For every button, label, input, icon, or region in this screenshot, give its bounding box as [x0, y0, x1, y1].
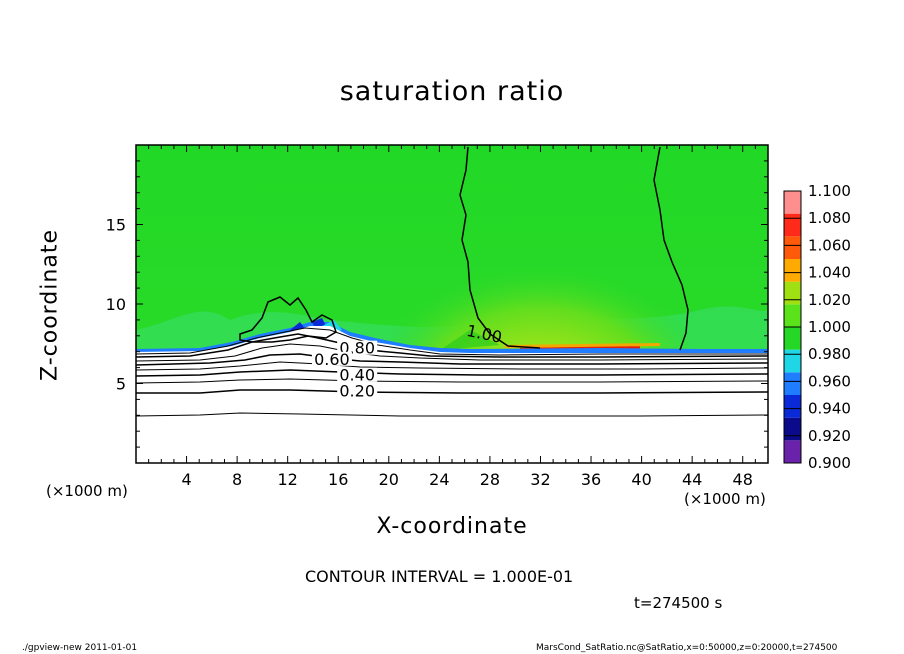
- chart-title: saturation ratio: [339, 76, 565, 107]
- x-unit-label-left: (×1000 m): [46, 482, 128, 500]
- footer-right: MarsCond_SatRatio.nc@SatRatio,x=0:50000,…: [536, 643, 838, 653]
- colorbar-cell: [784, 372, 801, 395]
- y-tick-label: 10: [106, 295, 126, 314]
- colorbar-cell: [784, 349, 801, 373]
- x-tick-label: 32: [530, 470, 550, 489]
- y-tick-label: 15: [106, 216, 126, 235]
- contour-line-0.70: [135, 343, 769, 362]
- contour-label-bg: [337, 367, 378, 382]
- colorbar-cell: [784, 304, 801, 327]
- colorbar-cell: [784, 440, 801, 463]
- green-wedge: [440, 330, 500, 350]
- colorbar-label: 1.000: [808, 318, 851, 336]
- colorbar-label: 1.060: [808, 236, 851, 254]
- contour-line-1.00-left: [459, 146, 541, 349]
- colorbar-label: 0.980: [808, 345, 851, 363]
- colorbar-label: 0.900: [808, 454, 851, 472]
- colorbar-label: 1.080: [808, 209, 851, 227]
- y-axis: 5 10 15: [106, 160, 768, 448]
- x-tick-label: 24: [429, 470, 449, 489]
- time-label: t=274500 s: [634, 594, 723, 612]
- colorbar: 0.900 0.920 0.940 0.960 0.980 1.000 1.020 1.040…: [783, 182, 851, 472]
- x-tick-label: 16: [328, 470, 348, 489]
- contour-line-0.30: [135, 378, 769, 384]
- colorbar-cell: [784, 417, 801, 441]
- colorbar-label: 0.940: [808, 400, 851, 418]
- x-axis-label: X-coordinate: [376, 514, 528, 539]
- contour-line-0.10: [135, 412, 769, 417]
- contour-line-0.20: [136, 389, 769, 394]
- contour-line-0.80: [135, 333, 769, 358]
- contour-label-bg: [311, 351, 352, 366]
- x-tick-label: 4: [181, 470, 191, 489]
- colorbar-cell: [784, 281, 801, 305]
- x-tick-label: 12: [278, 470, 298, 489]
- x-tick-label: 28: [480, 470, 500, 489]
- colorbar-label: 0.920: [808, 427, 851, 445]
- y-tick-label: 5: [116, 375, 126, 394]
- contour-label: 0.60: [314, 350, 350, 369]
- colorbar-cell: [784, 395, 801, 418]
- contour-label-bg: [337, 340, 378, 355]
- x-unit-label-right: (×1000 m): [684, 490, 766, 508]
- contour-interval-label: CONTOUR INTERVAL = 1.000E-01: [305, 567, 574, 586]
- footer-left: ./gpview-new 2011-01-01: [22, 643, 138, 653]
- contour-label-bg: [337, 383, 378, 398]
- contour-label: 0.40: [339, 366, 375, 385]
- contour-line-0.90: [135, 327, 768, 356]
- contour-labels: 1.000.800.600.400.20: [311, 321, 504, 401]
- x-tick-label: 20: [379, 470, 399, 489]
- colorbar-cell: [784, 236, 801, 259]
- contour-label: 0.20: [339, 382, 375, 401]
- orange-layer: [505, 343, 660, 348]
- contour-line-1.00-right: [653, 146, 689, 351]
- colorbar-cell: [784, 259, 801, 282]
- colorbar-cell: [784, 213, 801, 237]
- colorbar-label: 0.960: [808, 372, 851, 390]
- x-tick-label: 36: [581, 470, 601, 489]
- x-tick-label: 44: [682, 470, 702, 489]
- x-tick-label: 40: [631, 470, 651, 489]
- x-axis: 4 8 12 16 20 24 28 32 36 40 44 48: [148, 145, 756, 489]
- colorbar-cell: [784, 327, 801, 350]
- x-tick-label: 48: [733, 470, 753, 489]
- x-tick-label: 8: [232, 470, 242, 489]
- contour-line-1.00-cloud: [239, 296, 337, 343]
- colorbar-label: 1.020: [808, 291, 851, 309]
- colorbar-label: 1.040: [808, 264, 851, 282]
- y-axis-label: Z-coordinate: [37, 229, 63, 381]
- colorbar-cell: [784, 191, 801, 214]
- colorbar-label: 1.100: [808, 182, 851, 200]
